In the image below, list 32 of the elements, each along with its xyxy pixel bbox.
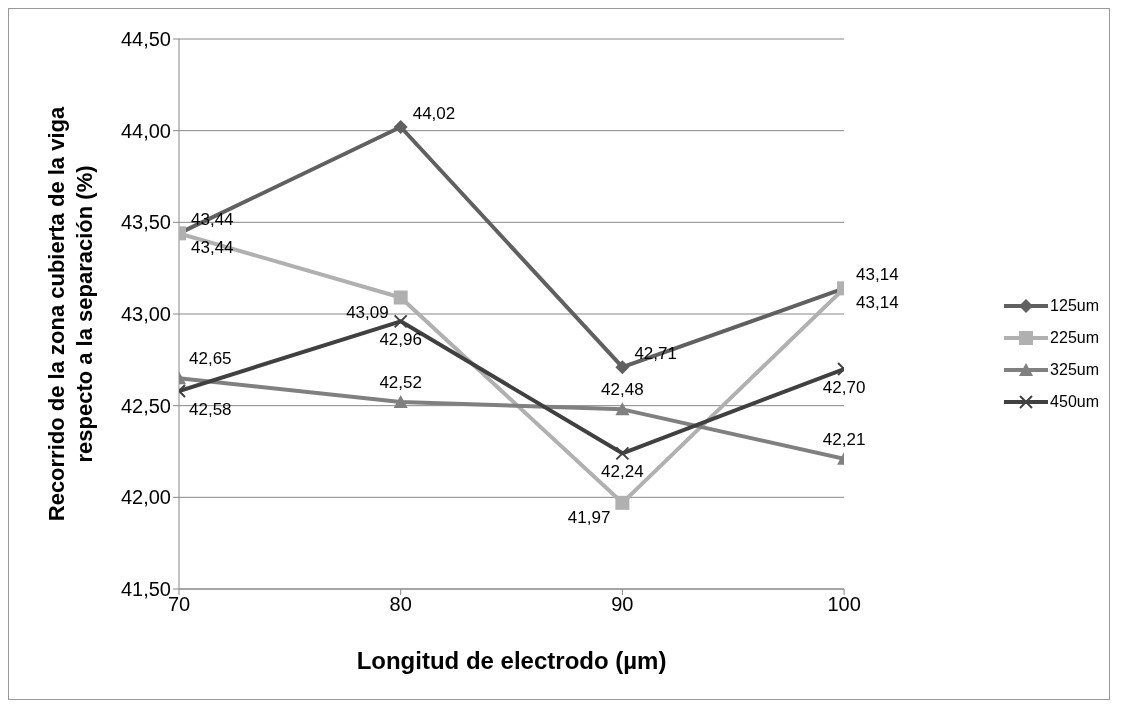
- data-label: 42,21: [822, 429, 866, 449]
- data-label: 44,02: [412, 104, 456, 123]
- y-tick-label: 42,00: [120, 486, 171, 509]
- y-tick-label: 41,50: [120, 578, 171, 601]
- y-tick-label: 43,00: [120, 303, 171, 326]
- legend-label: 325um: [1050, 361, 1099, 379]
- data-label: 42,70: [822, 378, 866, 397]
- data-label: 42,96: [379, 330, 422, 350]
- data-label: 41,97: [567, 507, 611, 527]
- y-tick-label: 43,50: [120, 211, 171, 234]
- y-tick-label: 44,00: [120, 119, 171, 142]
- x-axis-title: Longitud de electrodo (µm): [356, 647, 667, 674]
- legend-label: 125um: [1050, 297, 1099, 315]
- y-tick-label: 44,50: [120, 28, 171, 51]
- y-tick-label: 42,50: [120, 394, 171, 417]
- x-tick-label: 100: [827, 593, 861, 616]
- data-label: 42,24: [601, 462, 644, 482]
- data-label: 43,14: [856, 265, 899, 285]
- data-label: 43,14: [856, 293, 899, 313]
- x-tick-label: 90: [611, 593, 634, 616]
- point: [615, 360, 630, 375]
- x-tick-label: 80: [389, 593, 412, 616]
- data-label: 42,58: [189, 400, 232, 419]
- data-label: 42,65: [189, 349, 232, 369]
- data-label: 42,52: [379, 373, 422, 392]
- data-label: 42,48: [601, 380, 644, 400]
- legend-label: 225um: [1050, 329, 1099, 347]
- point: [393, 120, 408, 134]
- data-label: 43,09: [346, 302, 389, 322]
- y-axis-title: Recorrido de la zona cubierta de la viga respecto a la separación (%): [44, 106, 97, 522]
- legend-label: 450um: [1050, 393, 1099, 411]
- data-label: 43,44: [191, 238, 234, 258]
